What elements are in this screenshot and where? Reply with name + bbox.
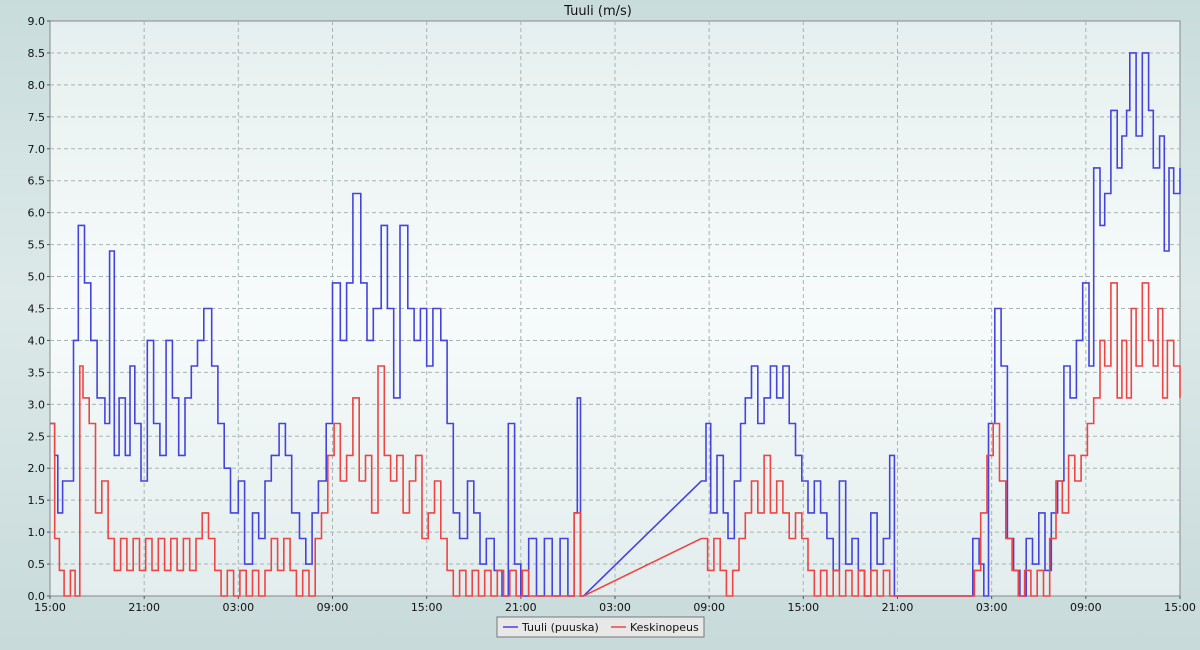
- x-tick-label: 09:00: [693, 601, 725, 614]
- y-tick-label: 2.0: [28, 462, 46, 475]
- x-tick-label: 21:00: [505, 601, 537, 614]
- y-tick-label: 5.0: [28, 271, 46, 284]
- x-tick-label: 15:00: [787, 601, 819, 614]
- x-tick-label: 15:00: [34, 601, 66, 614]
- series-line-average: [50, 282, 1181, 597]
- chart-title: Tuuli (m/s): [563, 4, 632, 19]
- y-tick-label: 8.0: [28, 79, 46, 92]
- legend-box: [496, 616, 705, 638]
- y-tick-label: 0.5: [28, 558, 46, 571]
- y-tick-label: 5.5: [28, 239, 46, 252]
- y-tick-label: 0.0: [28, 590, 46, 603]
- legend: Tuuli (puuska) Keskinopeus: [496, 616, 705, 638]
- y-tick-label: 6.0: [28, 207, 46, 220]
- y-tick-label: 1.0: [28, 526, 46, 539]
- y-tick-label: 7.0: [28, 143, 46, 156]
- y-tick-label: 7.5: [28, 111, 46, 124]
- x-tick-label: 03:00: [976, 601, 1008, 614]
- y-tick-label: 8.5: [28, 47, 46, 60]
- y-tick-label: 4.0: [28, 334, 46, 347]
- legend-label-average: Keskinopeus: [630, 621, 699, 634]
- series-line-gust: [50, 52, 1181, 597]
- x-tick-label: 15:00: [1164, 601, 1196, 614]
- series-lines: [50, 52, 1181, 597]
- legend-label-gust: Tuuli (puuska): [521, 621, 599, 634]
- y-tick-label: 6.5: [28, 175, 46, 188]
- x-tick-label: 03:00: [599, 601, 631, 614]
- x-tick-label: 21:00: [128, 601, 160, 614]
- x-axis-ticks: 15:00 21:00 03:00 09:00 15:00 21:00 03:00 09:00…: [34, 596, 1196, 614]
- y-axis-ticks: 0.0 0.5 1.0 1.5 2.0 2.5 3.0 3.5 4.0 4.5 5.0 5.5 6.0 6…: [28, 15, 50, 603]
- y-tick-label: 4.5: [28, 303, 46, 316]
- y-tick-label: 3.5: [28, 366, 46, 379]
- y-tick-label: 2.5: [28, 430, 46, 443]
- y-tick-label: 3.0: [28, 398, 46, 411]
- x-tick-label: 09:00: [1070, 601, 1102, 614]
- y-tick-label: 9.0: [28, 15, 46, 28]
- y-tick-label: 1.5: [28, 494, 46, 507]
- x-tick-label: 09:00: [317, 601, 349, 614]
- x-tick-label: 03:00: [222, 601, 254, 614]
- x-tick-label: 15:00: [411, 601, 443, 614]
- x-tick-label: 21:00: [882, 601, 914, 614]
